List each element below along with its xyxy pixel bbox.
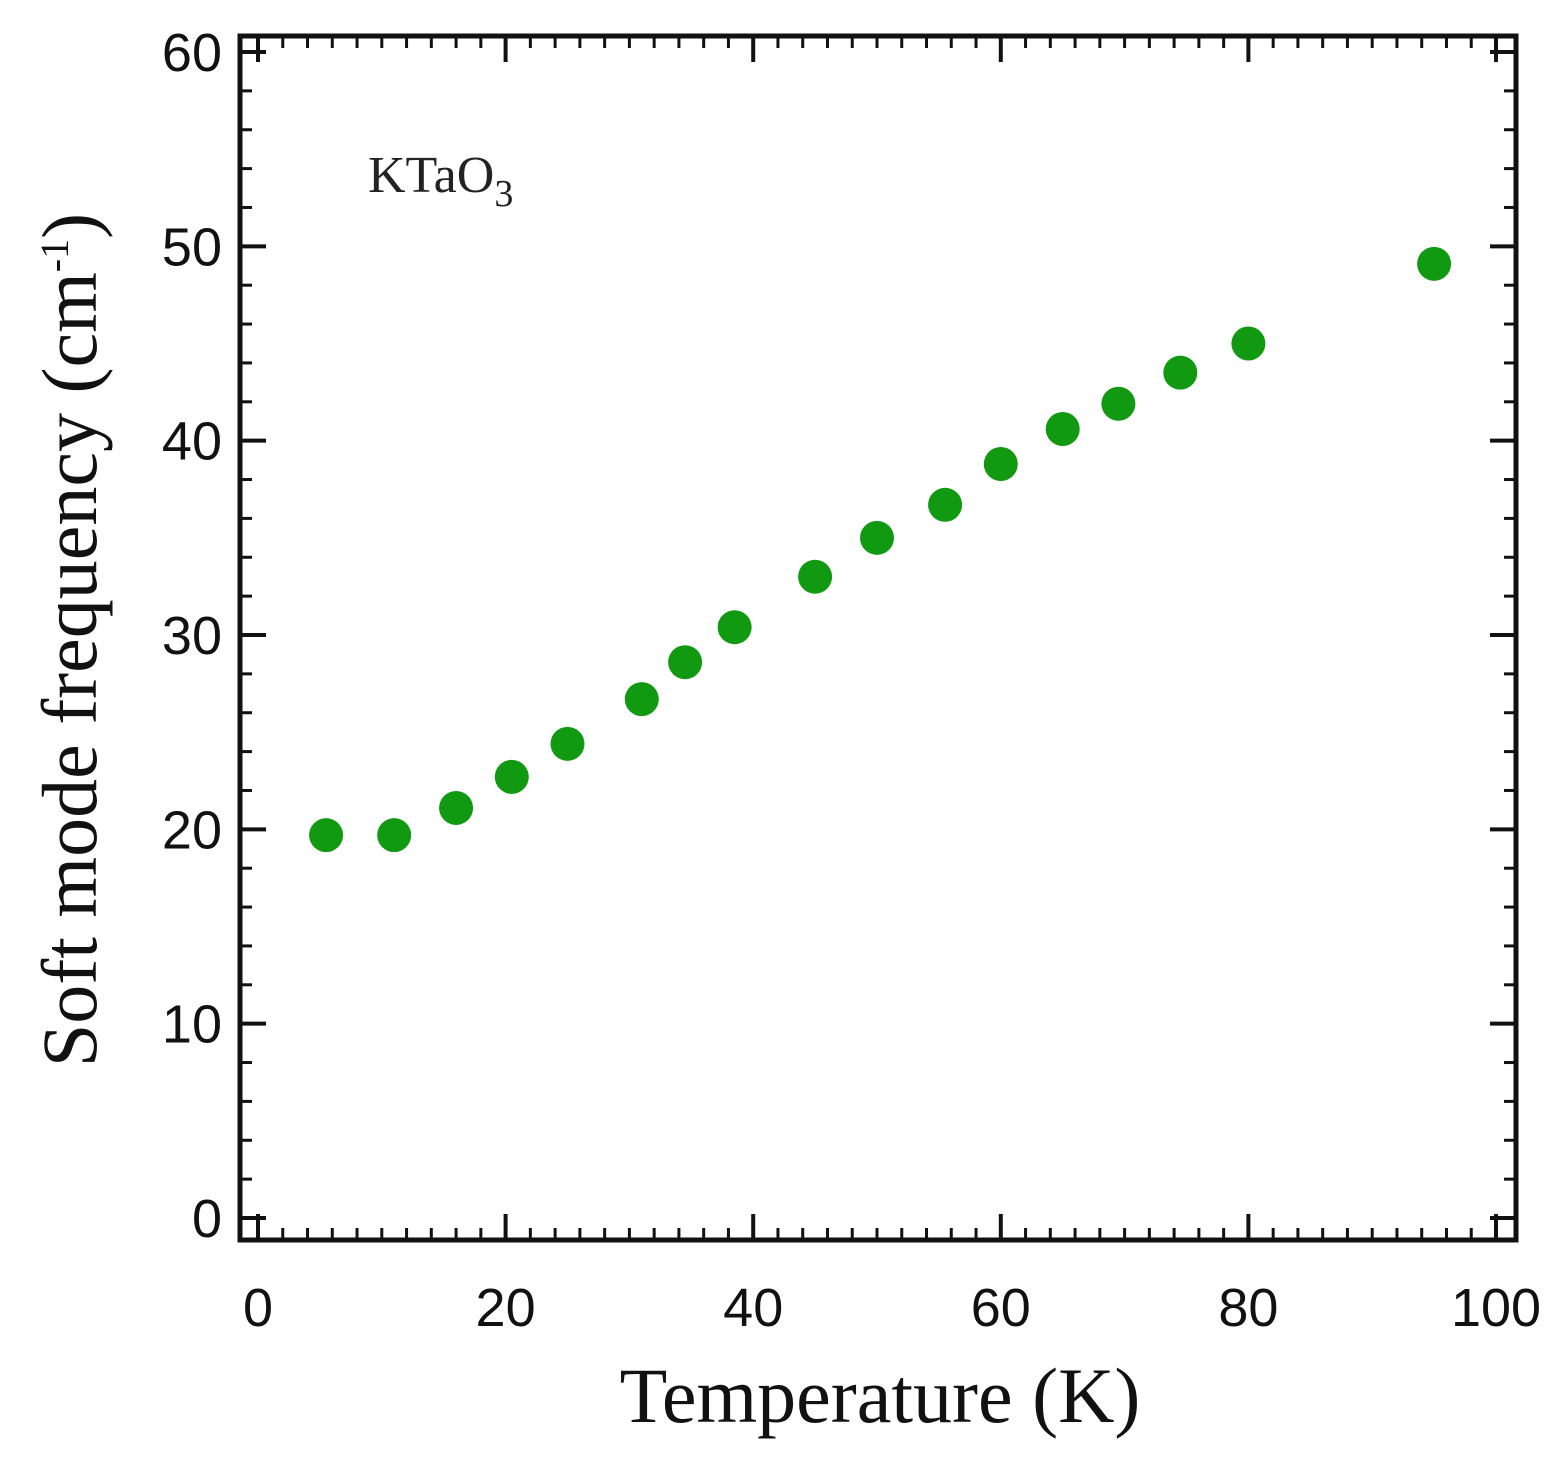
y-tick-label: 10 (162, 995, 222, 1055)
x-tick-label: 80 (1218, 1278, 1278, 1338)
x-tick-label: 100 (1451, 1278, 1541, 1338)
data-point (860, 520, 894, 555)
x-axis-title: Temperature (K) (620, 1352, 1141, 1439)
data-point (377, 818, 412, 853)
compound-label: KTaO3 (368, 147, 513, 215)
minor-ticks (240, 36, 1516, 1240)
x-tick-label: 60 (971, 1278, 1031, 1338)
x-tick-label: 0 (243, 1278, 273, 1338)
data-point (1231, 326, 1266, 361)
data-point (668, 645, 703, 680)
data-point (1101, 386, 1136, 421)
y-tick-labels: 0 10 20 30 40 50 60 (162, 23, 222, 1249)
x-tick-label: 40 (723, 1278, 783, 1338)
y-tick-label: 50 (162, 217, 222, 277)
major-ticks (240, 36, 1516, 1240)
data-point (439, 790, 474, 825)
y-tick-label: 40 (162, 412, 222, 472)
plot-frame (237, 33, 1519, 1243)
data-point (798, 559, 833, 594)
y-tick-label: 20 (162, 800, 222, 860)
y-tick-label: 60 (162, 23, 222, 83)
data-point (624, 682, 659, 717)
data-point (309, 818, 344, 853)
y-axis-title: Soft mode frequency (cm-1) (26, 213, 113, 1067)
data-point (1163, 355, 1198, 390)
data-point (550, 726, 585, 761)
data-points (309, 246, 1452, 853)
data-point (983, 446, 1018, 481)
data-point (717, 610, 752, 645)
data-point (1417, 246, 1452, 281)
data-point (1045, 412, 1080, 447)
x-tick-labels: 0 20 40 60 80 100 (243, 1278, 1541, 1338)
x-tick-label: 20 (476, 1278, 536, 1338)
y-tick-label: 0 (192, 1189, 222, 1249)
y-tick-label: 30 (162, 606, 222, 666)
data-point (494, 759, 529, 794)
data-point (928, 487, 963, 522)
